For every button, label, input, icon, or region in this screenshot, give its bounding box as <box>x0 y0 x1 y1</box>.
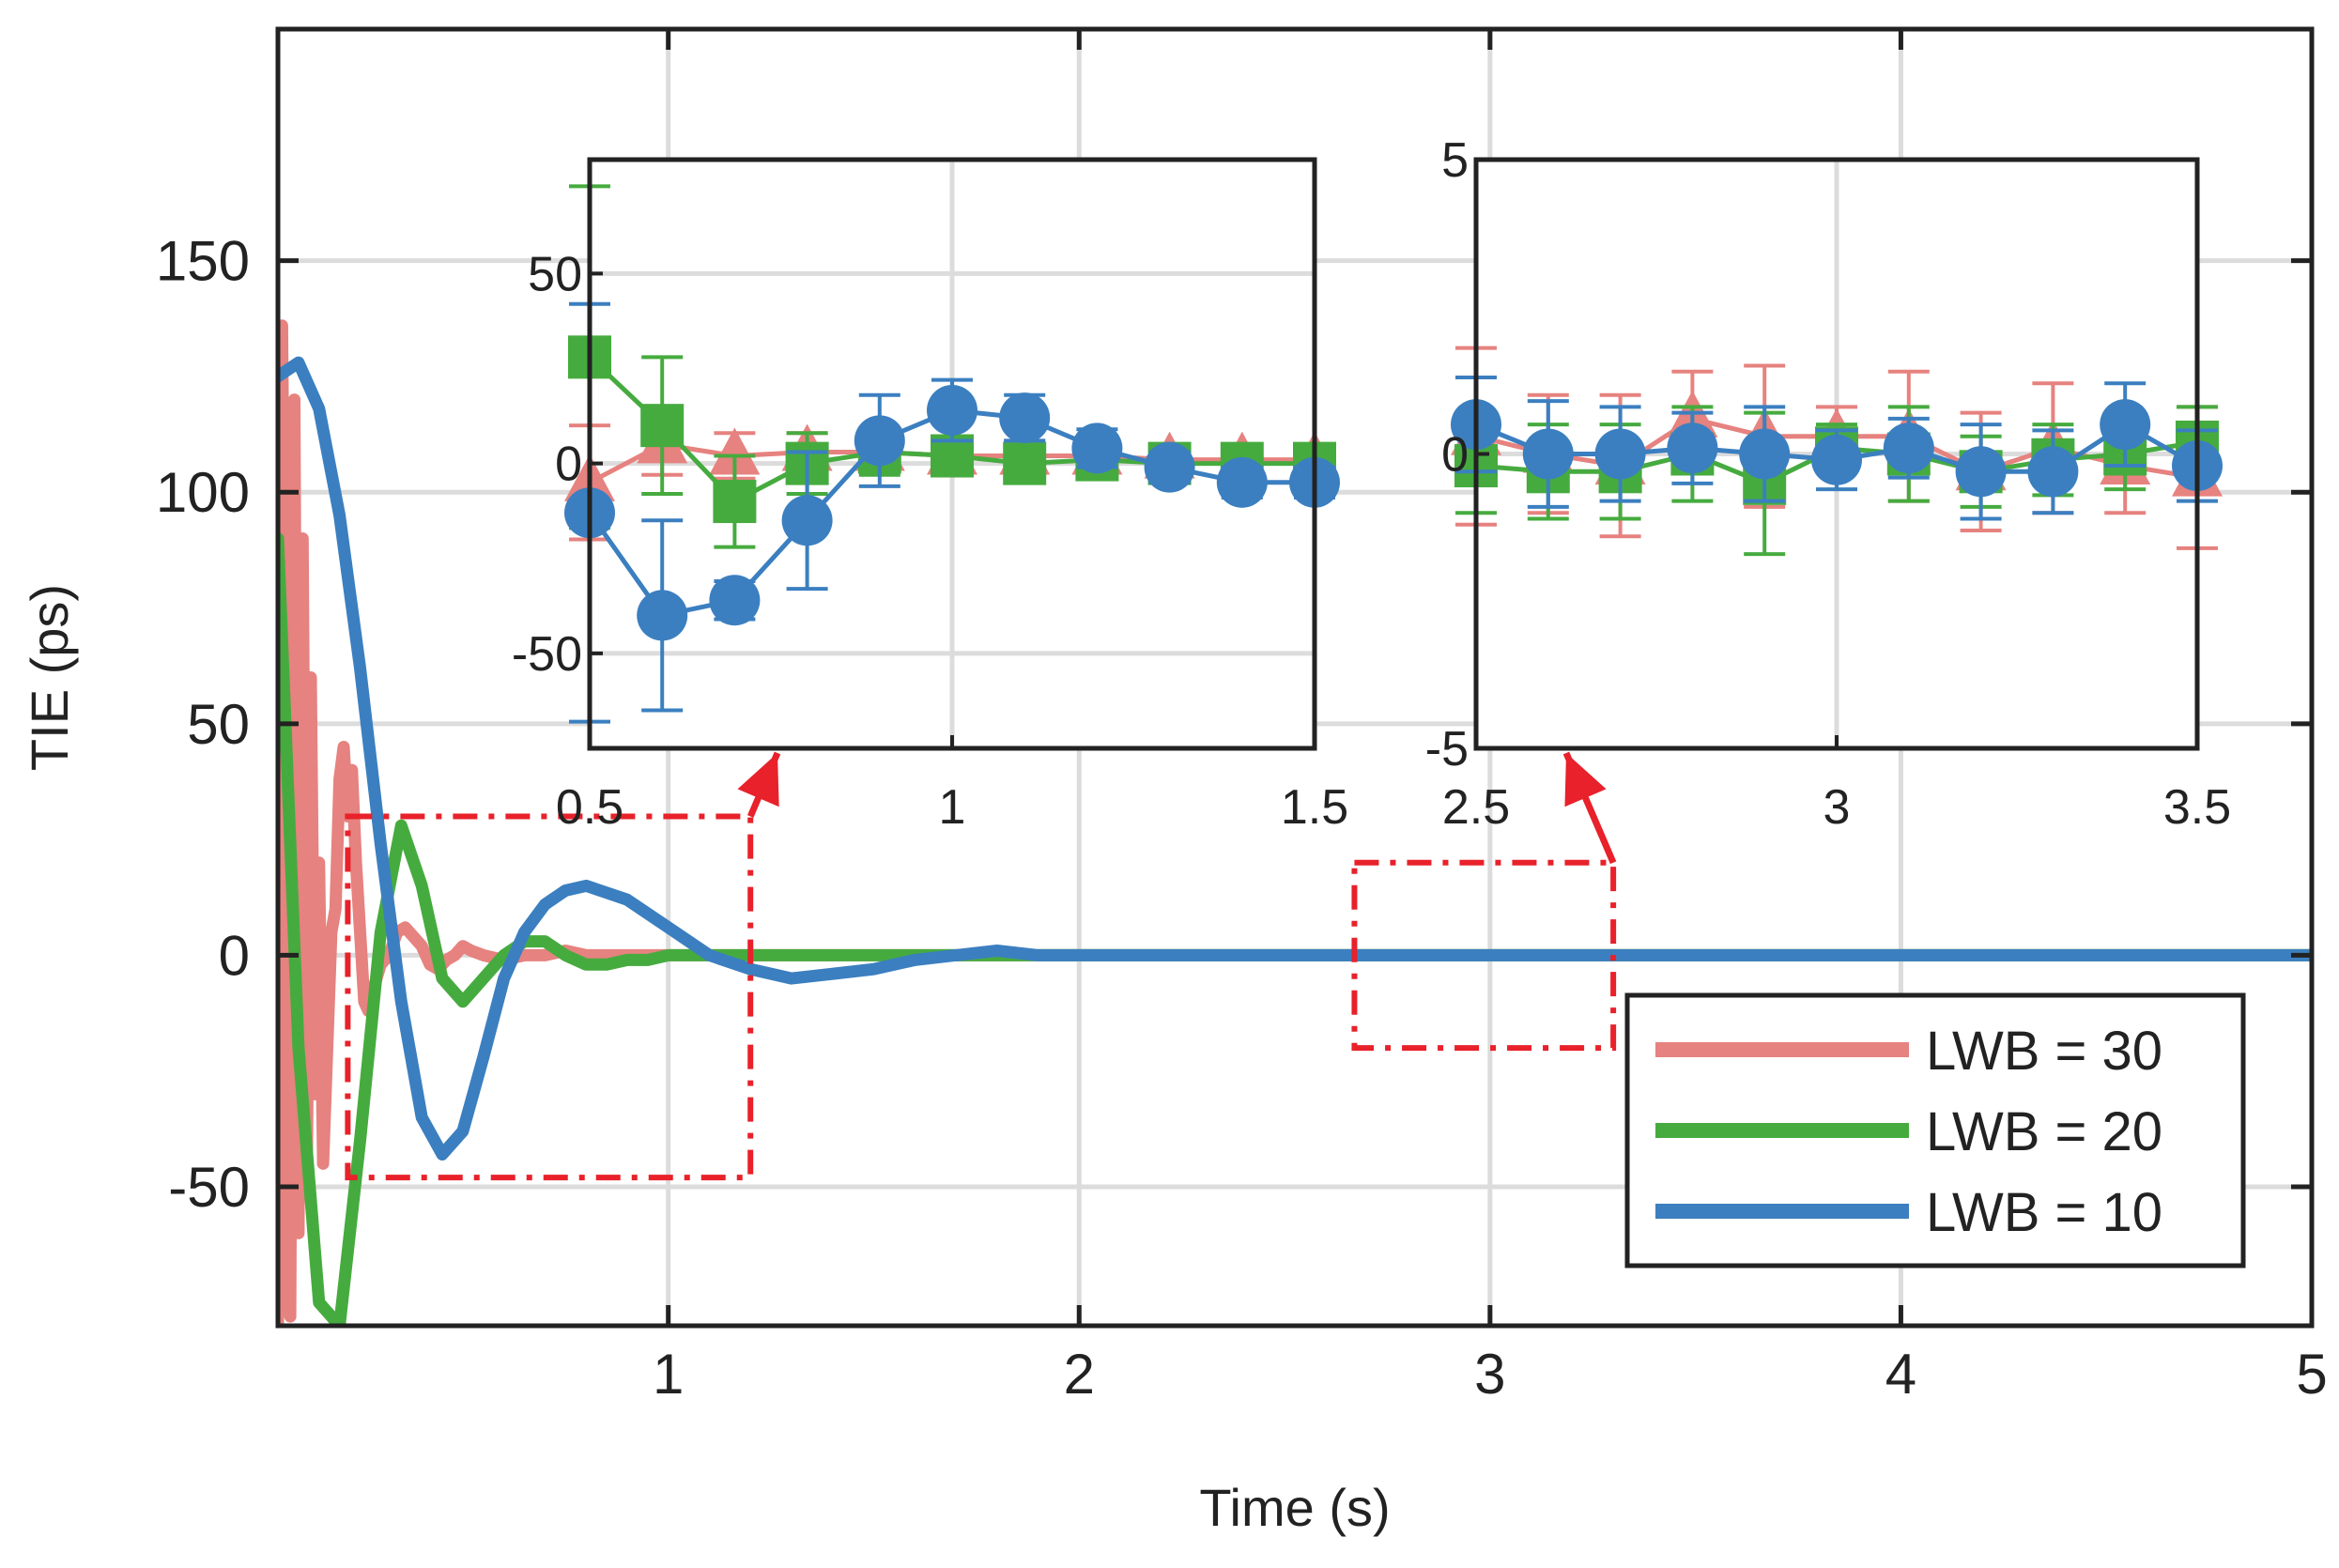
inset-x-tick-label: 3 <box>1823 780 1851 835</box>
point-lwb-20 <box>713 480 757 524</box>
point-lwb-10 <box>1811 434 1862 485</box>
inset-x-tick-label: 1.5 <box>1281 780 1348 835</box>
point-lwb-10 <box>709 575 761 626</box>
inset-x-tick-label: 3.5 <box>2163 780 2231 835</box>
point-lwb-10 <box>1216 456 1268 508</box>
legend-label-lwb-10: LWB = 10 <box>1926 1182 2162 1243</box>
point-lwb-10 <box>1594 428 1646 480</box>
inset-late-time: 2.5 3 3.5 -5 0 5 <box>1425 133 2231 835</box>
x-tick-label: 5 <box>2296 1343 2327 1406</box>
inset-x-tick-label: 0.5 <box>556 780 623 835</box>
y-tick-label: 0 <box>219 924 250 987</box>
point-lwb-10 <box>1667 423 1718 474</box>
point-lwb-10 <box>1739 428 1791 480</box>
inset-x-tick-label: 2.5 <box>1442 780 1510 835</box>
y-tick-label: -50 <box>168 1156 250 1219</box>
x-axis-label: Time (s) <box>1199 1478 1390 1537</box>
point-lwb-10 <box>1144 441 1195 493</box>
y-tick-label: 150 <box>156 230 250 293</box>
zoom-annotations <box>345 751 1617 1181</box>
zoom-box-0 <box>345 813 754 1181</box>
point-lwb-20 <box>1003 441 1047 485</box>
point-lwb-10 <box>1955 446 2007 498</box>
inset-y-tick-label: -50 <box>512 627 582 682</box>
y-tick-label: 50 <box>187 693 250 756</box>
series-line-lwb-10 <box>278 356 2312 1161</box>
inset-y-tick-label: 50 <box>528 247 582 301</box>
point-lwb-10 <box>1071 423 1123 474</box>
zoom-arrowhead-0 <box>737 753 779 807</box>
x-tick-label: 1 <box>653 1343 684 1406</box>
legend-label-lwb-20: LWB = 20 <box>1926 1101 2162 1162</box>
main-series-lines <box>278 319 2312 1326</box>
x-tick-label: 2 <box>1064 1343 1095 1406</box>
inset-y-tick-label: -5 <box>1425 722 1469 776</box>
series-line-lwb-20 <box>278 532 2312 1326</box>
point-lwb-10 <box>637 590 688 641</box>
point-lwb-10 <box>1522 428 1574 480</box>
point-lwb-10 <box>1883 423 1934 474</box>
point-lwb-20 <box>640 404 685 448</box>
main-clipped-area <box>278 319 2312 1326</box>
zoom-arrowhead-1 <box>1564 753 1607 807</box>
legend: LWB = 30 LWB = 20 LWB = 10 <box>1624 992 2246 1268</box>
main-plot-frame <box>275 26 2315 1329</box>
y-tick-label: 100 <box>156 461 250 524</box>
point-lwb-10 <box>781 495 833 546</box>
inset-y-tick-label: 5 <box>1441 133 1469 188</box>
legend-label-lwb-30: LWB = 30 <box>1926 1021 2162 1082</box>
point-lwb-10 <box>2100 399 2151 451</box>
point-lwb-30 <box>709 427 761 475</box>
x-tick-label: 3 <box>1474 1343 1505 1406</box>
inset-y-tick-label: 0 <box>555 438 582 492</box>
point-lwb-10 <box>927 384 977 436</box>
x-tick-label: 4 <box>1885 1343 1916 1406</box>
y-axis-label: TIE (ps) <box>20 584 79 771</box>
zoom-box-1 <box>1351 859 1617 1052</box>
inset-early-time: 0.5 1 1.5 -50 0 50 <box>512 157 1348 835</box>
inset-y-tick-label: 0 <box>1441 428 1469 483</box>
inset-data-area <box>1451 346 2223 557</box>
point-lwb-10 <box>854 415 905 467</box>
inset-x-tick-label: 1 <box>939 780 966 835</box>
point-lwb-10 <box>2027 446 2079 498</box>
point-lwb-10 <box>999 392 1051 444</box>
